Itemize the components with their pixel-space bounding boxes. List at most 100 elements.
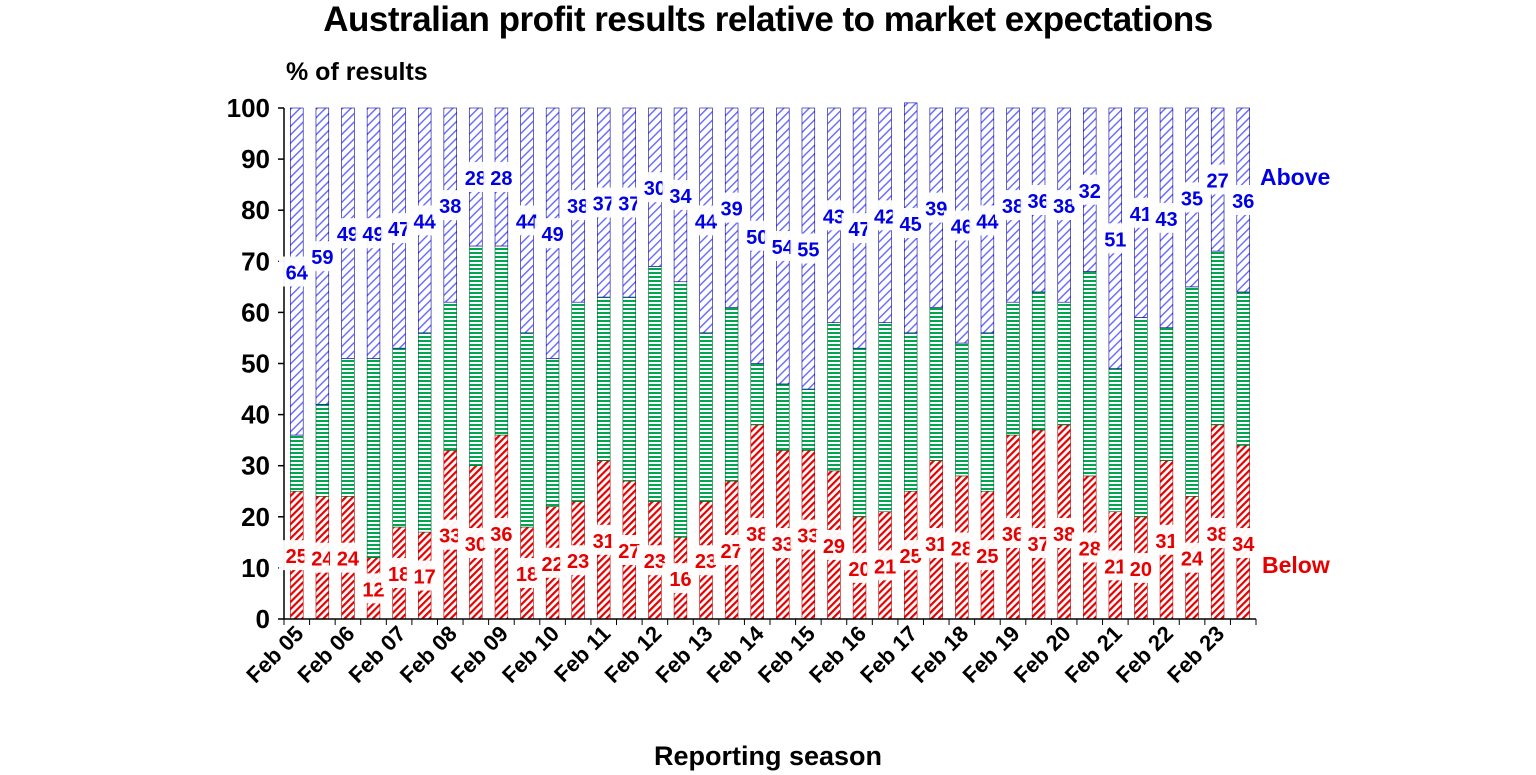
data-label-below: 36 xyxy=(490,524,512,546)
y-tick-label: 80 xyxy=(241,195,270,225)
data-label-above: 44 xyxy=(976,211,999,233)
data-label-above: 44 xyxy=(695,211,718,233)
data-label-below: 34 xyxy=(1232,534,1255,556)
bar-below-29 xyxy=(1031,429,1046,620)
data-label-below: 24 xyxy=(311,549,334,571)
data-label-below: 22 xyxy=(541,554,563,576)
data-label-above: 37 xyxy=(593,194,615,216)
data-label-below: 33 xyxy=(772,534,794,556)
data-label-above: 39 xyxy=(721,199,743,221)
data-label-below: 24 xyxy=(1181,549,1204,571)
x-tick-label: Feb 10 xyxy=(497,621,564,688)
bar-inline-11 xyxy=(571,301,585,502)
bar-inline-30 xyxy=(1057,301,1071,426)
data-label-above: 49 xyxy=(362,224,384,246)
data-label-above: 55 xyxy=(797,240,819,262)
data-label-below: 18 xyxy=(516,564,538,586)
bar-inline-7 xyxy=(469,245,483,466)
data-label-above-box xyxy=(713,192,750,223)
data-label-above: 64 xyxy=(286,263,309,285)
data-label-below: 21 xyxy=(1104,556,1126,578)
bar-inline-14 xyxy=(648,266,662,502)
data-label-below: 28 xyxy=(1079,538,1101,560)
data-label-below: 36 xyxy=(1002,524,1024,546)
data-label-below: 38 xyxy=(1207,524,1229,546)
data-label-above: 43 xyxy=(1155,209,1177,231)
data-label-below: 25 xyxy=(976,546,998,568)
legend-below: Below xyxy=(1262,552,1330,578)
x-tick-label: Feb 06 xyxy=(293,621,360,688)
data-label-below-box xyxy=(1225,528,1262,558)
bar-inline-15 xyxy=(673,281,688,538)
bar-inline-33 xyxy=(1134,317,1148,518)
data-label-above-box xyxy=(1071,174,1108,205)
bar-inline-20 xyxy=(801,388,816,451)
bar-inline-28 xyxy=(1006,301,1020,436)
bar-inline-3 xyxy=(366,358,381,558)
data-label-above: 36 xyxy=(1232,191,1254,213)
data-label-below: 24 xyxy=(337,549,360,571)
legend-above: Above xyxy=(1260,164,1330,190)
data-label-below: 31 xyxy=(925,534,947,556)
bar-inline-29 xyxy=(1031,291,1046,431)
bar-inline-1 xyxy=(315,404,330,497)
bar-inline-18 xyxy=(750,363,764,426)
data-label-above: 44 xyxy=(516,211,539,233)
bar-inline-19 xyxy=(776,383,790,451)
data-label-above: 37 xyxy=(618,194,640,216)
bar-inline-32 xyxy=(1108,368,1123,512)
y-tick-label: 30 xyxy=(241,451,270,481)
data-label-above-box xyxy=(1097,223,1134,254)
data-label-below: 20 xyxy=(848,559,870,581)
data-label-above: 47 xyxy=(388,219,410,241)
x-tick-label: Feb 20 xyxy=(1009,621,1076,688)
data-label-below-box xyxy=(1122,552,1159,583)
bar-inline-34 xyxy=(1159,327,1174,461)
data-label-above: 43 xyxy=(823,206,845,228)
x-tick-label: Feb 22 xyxy=(1111,621,1178,688)
bar-inline-12 xyxy=(597,296,611,461)
data-label-above: 38 xyxy=(567,196,589,218)
bar-inline-9 xyxy=(520,332,534,528)
data-label-below: 18 xyxy=(388,564,410,586)
data-label-above: 41 xyxy=(1130,204,1152,226)
data-label-below: 27 xyxy=(618,541,640,563)
data-label-below: 31 xyxy=(593,531,615,553)
data-label-above: 30 xyxy=(644,178,666,200)
data-label-below: 25 xyxy=(900,546,922,568)
x-tick-label: Feb 12 xyxy=(599,621,666,688)
data-label-above: 36 xyxy=(1027,191,1049,213)
data-label-above-box xyxy=(790,233,827,264)
data-label-above: 32 xyxy=(1079,181,1101,203)
data-label-below: 27 xyxy=(721,541,743,563)
data-label-above-box xyxy=(534,218,571,249)
x-tick-label: Feb 18 xyxy=(906,621,973,688)
data-label-above: 28 xyxy=(490,168,512,190)
bar-inline-0 xyxy=(290,434,304,492)
data-label-above-box xyxy=(432,190,469,221)
x-tick-label: Feb 08 xyxy=(395,621,462,688)
data-label-above: 39 xyxy=(925,199,947,221)
chart-title: Australian profit results relative to ma… xyxy=(323,0,1213,39)
bar-inline-27 xyxy=(980,332,995,492)
data-label-above: 42 xyxy=(874,206,896,228)
bar-inline-10 xyxy=(545,358,560,507)
data-label-below: 30 xyxy=(465,534,487,556)
data-label-above: 50 xyxy=(746,227,768,249)
y-tick-label: 60 xyxy=(241,297,270,327)
data-label-below: 17 xyxy=(414,567,436,589)
data-label-above: 34 xyxy=(669,186,692,208)
data-label-below-box xyxy=(483,518,520,548)
data-label-below: 38 xyxy=(1053,524,1075,546)
bar-inline-26 xyxy=(955,342,969,477)
bar-inline-31 xyxy=(1083,271,1097,477)
bar-inline-35 xyxy=(1185,286,1199,497)
x-axis-label: Reporting season xyxy=(653,741,883,771)
data-label-above: 51 xyxy=(1104,229,1126,251)
x-tick-label: Feb 09 xyxy=(446,621,513,688)
data-label-below: 25 xyxy=(286,546,308,568)
y-tick-label: 20 xyxy=(241,502,270,532)
data-label-above: 35 xyxy=(1181,188,1203,210)
data-label-above: 49 xyxy=(337,224,359,246)
data-label-above: 38 xyxy=(1002,196,1024,218)
